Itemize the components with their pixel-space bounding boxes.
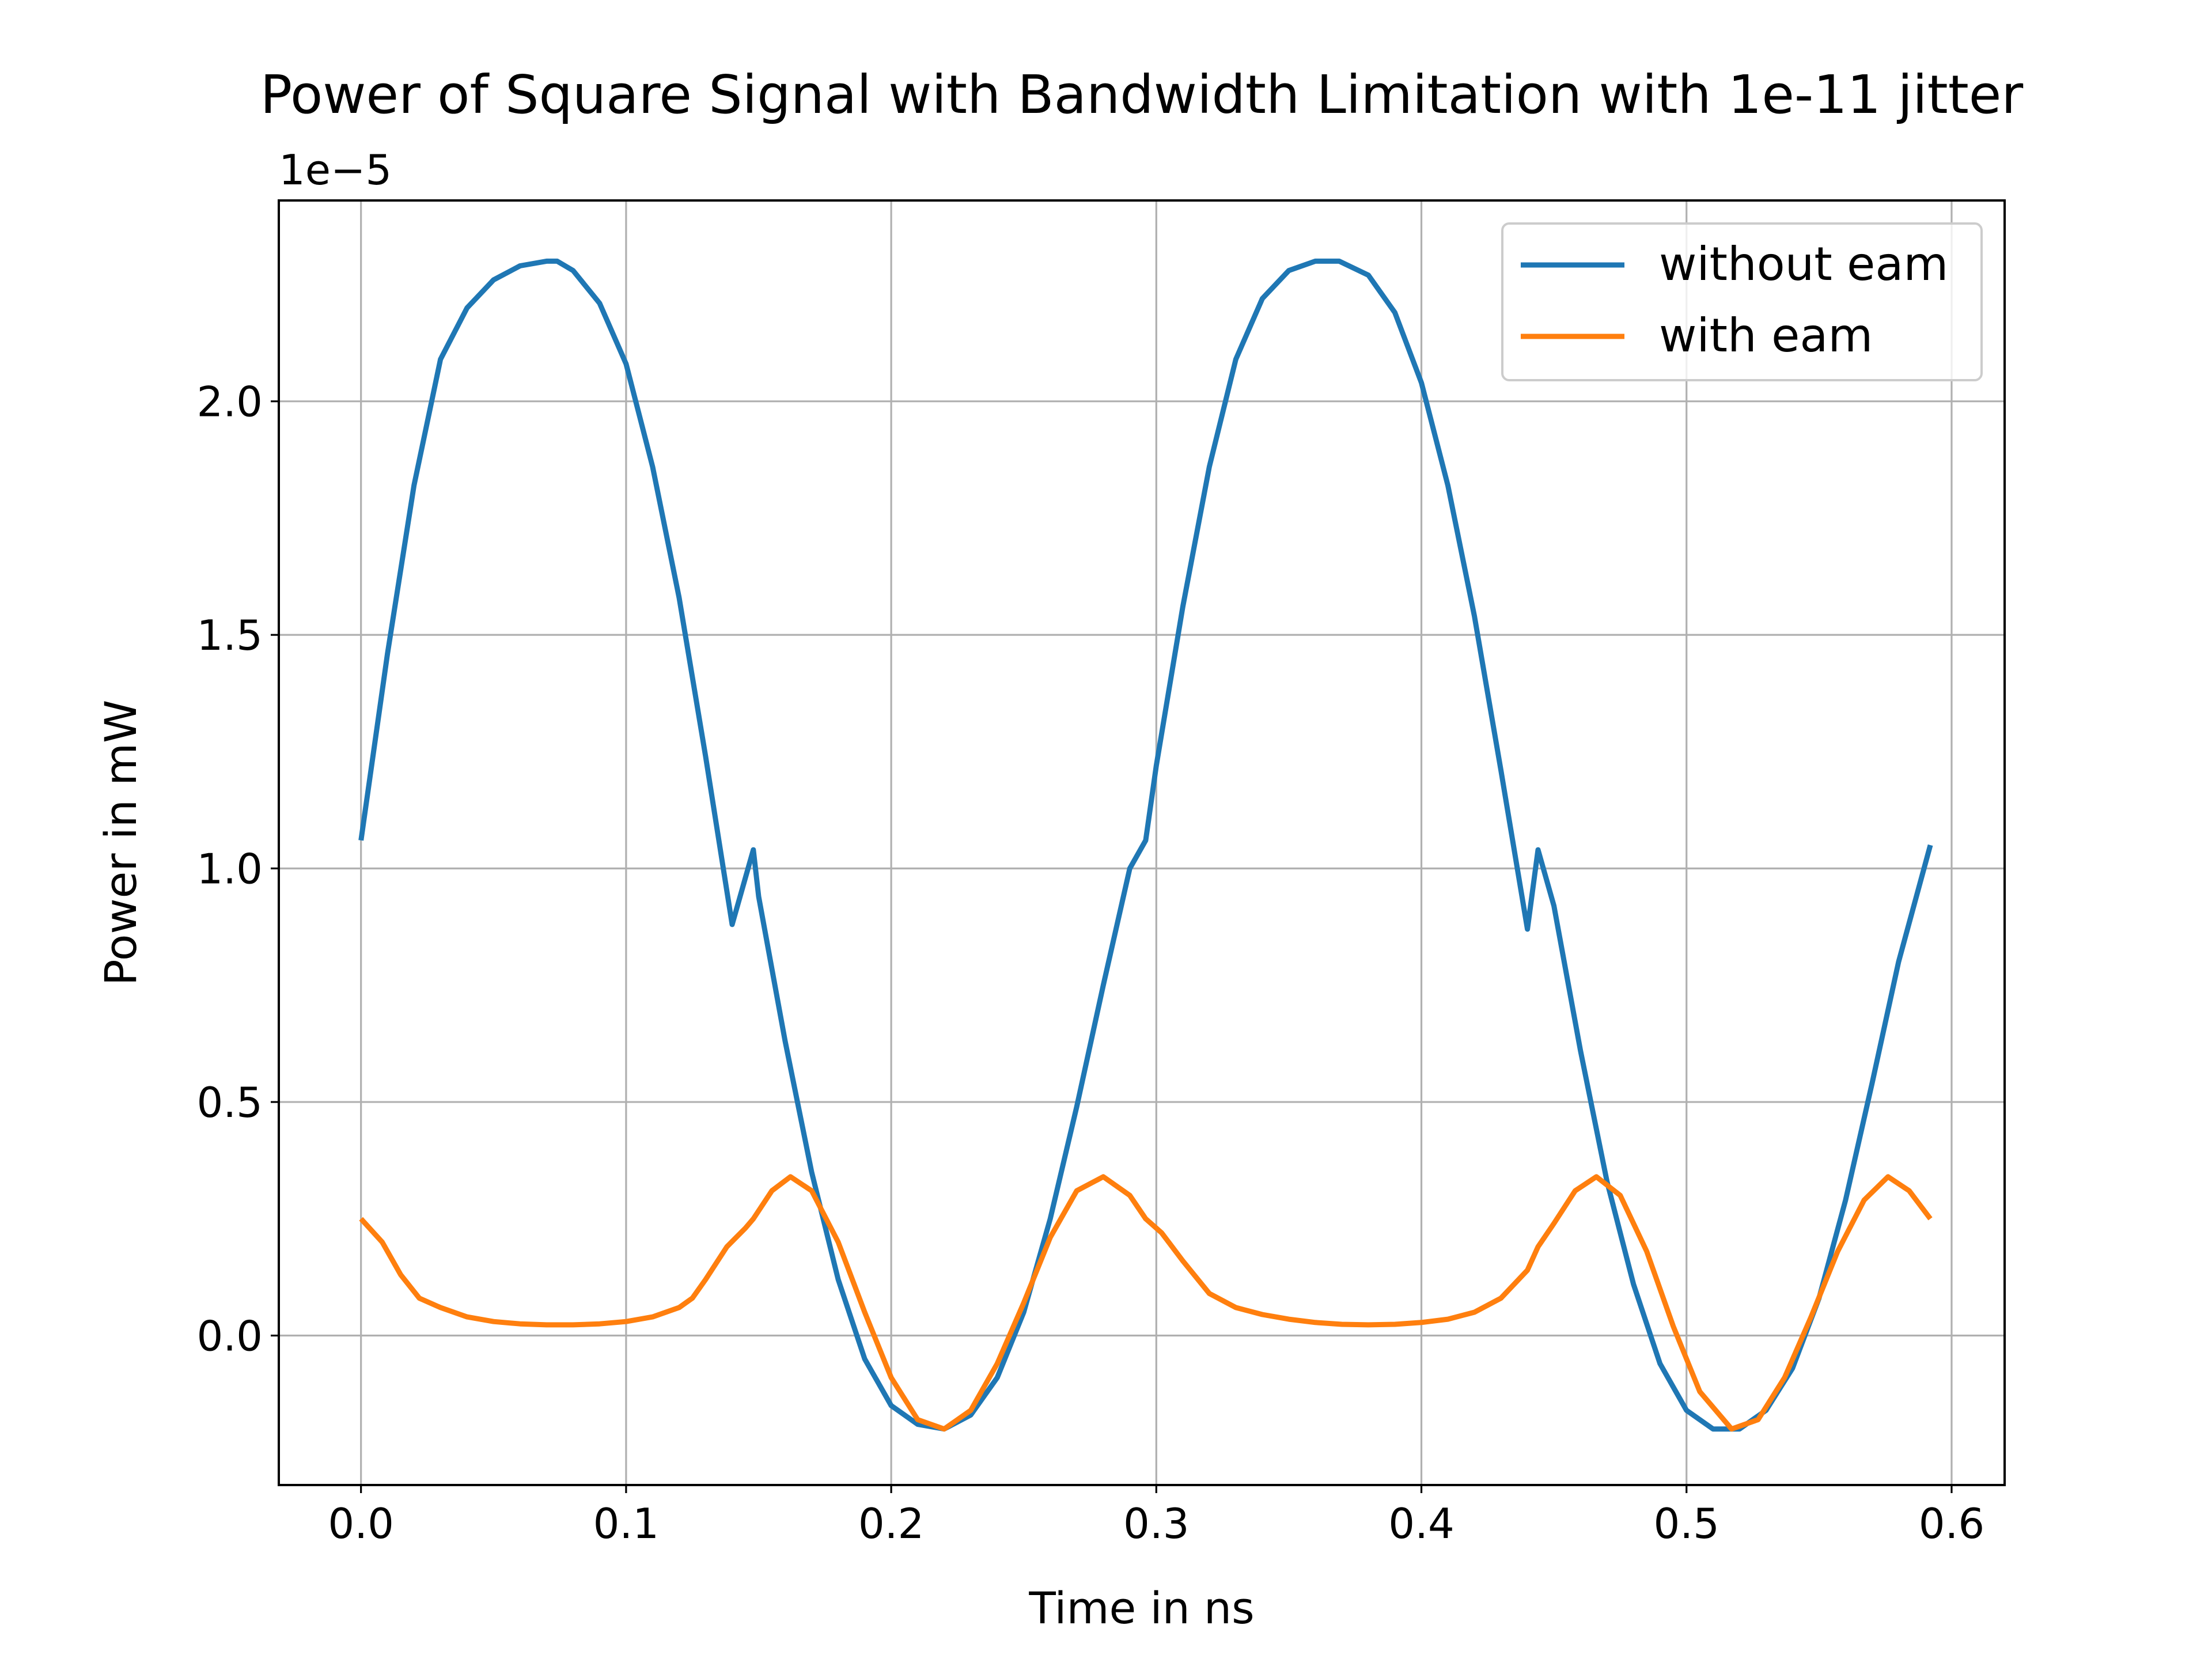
chart-title: Power of Square Signal with Bandwidth Li… [260,64,2024,126]
plot-lines [358,258,1933,1432]
y-tick-label: 0.5 [196,1078,263,1127]
x-axis-label: Time in ns [1028,1582,1254,1634]
legend-label-without-eam: without eam [1659,237,1948,291]
x-tick-label: 0.0 [328,1499,394,1548]
x-tick-label: 0.2 [858,1499,925,1548]
x-tick-label: 0.1 [593,1499,660,1548]
plot-frame [278,199,2006,1486]
x-tick-label: 0.4 [1388,1499,1455,1548]
y-axis-label: Power in mW [95,700,146,986]
y-tick-label: 1.0 [196,845,263,893]
grid [279,200,2005,1485]
legend: without eam with eam [1501,222,1983,381]
x-tick-label: 0.3 [1123,1499,1190,1548]
axis-ticks: 0.0 0.1 0.2 0.3 0.4 0.5 0.6 0.0 0.5 1.0 1.5 2.0 [196,378,1984,1548]
y-tick-label: 2.0 [196,378,263,426]
x-tick-label: 0.6 [1919,1499,1985,1548]
x-tick-label: 0.5 [1653,1499,1719,1548]
y-offset-label: 1e−5 [279,146,392,194]
y-tick-label: 0.0 [196,1312,263,1361]
legend-label-with-eam: with eam [1659,309,1873,362]
y-tick-label: 1.5 [196,611,263,660]
series-line-with-eam [359,1174,1933,1432]
series-line-without-eam [358,258,1933,1432]
